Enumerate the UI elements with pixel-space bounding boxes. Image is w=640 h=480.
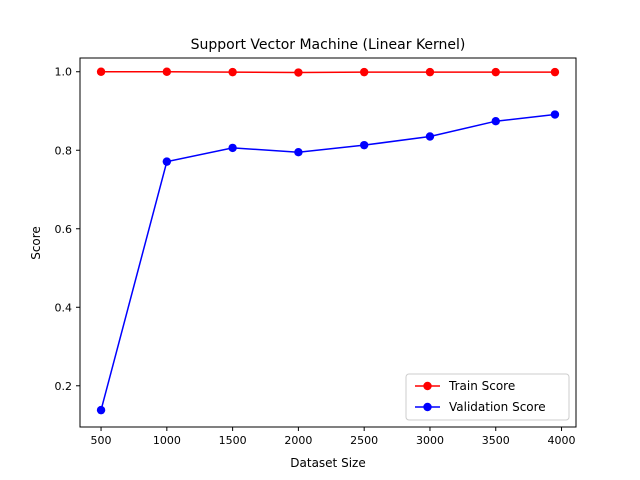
data-point-validation-score [228, 143, 237, 153]
data-point-train-score [162, 67, 172, 76]
y-tick-label: 1.0 [55, 66, 73, 79]
series-line-train-score [101, 70, 555, 74]
y-axis-label: Score [29, 226, 43, 260]
x-tick-label: 4000 [548, 434, 576, 447]
legend-marker-validation-score [423, 402, 432, 412]
data-point-validation-score [96, 405, 106, 415]
y-tick-label: 0.4 [55, 301, 73, 314]
y-tick-label: 0.2 [55, 380, 73, 393]
x-tick-label: 1500 [219, 434, 247, 447]
x-tick-label: 1000 [153, 434, 181, 447]
x-tick-label: 2500 [350, 434, 378, 447]
data-point-train-score [491, 67, 500, 77]
y-axis-ticks: 0.2 0.4 0.6 0.8 1.0 [55, 66, 80, 393]
x-axis-ticks: 500 1000 1500 2000 2500 3000 3500 4000 [91, 427, 576, 447]
x-tick-label: 500 [91, 434, 112, 447]
data-point-train-score [96, 67, 106, 76]
x-axis-label: Dataset Size [290, 456, 365, 470]
x-tick-label: 3000 [416, 434, 444, 447]
data-point-validation-score [425, 132, 435, 141]
data-point-train-score [228, 67, 237, 77]
data-point-train-score [550, 67, 560, 77]
data-point-train-score [294, 68, 303, 77]
y-tick-label: 0.8 [55, 144, 73, 157]
data-point-train-score [425, 67, 435, 77]
data-point-validation-score [162, 157, 172, 166]
data-point-validation-score [359, 140, 369, 150]
y-tick-label: 0.6 [55, 223, 73, 236]
legend: Train Score Validation Score [405, 373, 570, 421]
legend-marker-train-score [423, 381, 432, 391]
data-point-validation-score [294, 148, 303, 157]
chart-title: Support Vector Machine (Linear Kernel) [191, 37, 466, 53]
series-layer [96, 67, 560, 415]
x-tick-label: 2000 [284, 434, 312, 447]
legend-label-train-score: Train Score [448, 379, 515, 393]
legend-box [405, 373, 570, 421]
x-tick-label: 3500 [482, 434, 510, 447]
data-point-validation-score [550, 110, 560, 119]
data-point-validation-score [491, 117, 500, 126]
data-point-train-score [359, 67, 369, 77]
plot-frame [79, 57, 577, 428]
legend-label-validation-score: Validation Score [449, 400, 546, 414]
series-line-validation-score [100, 113, 556, 411]
